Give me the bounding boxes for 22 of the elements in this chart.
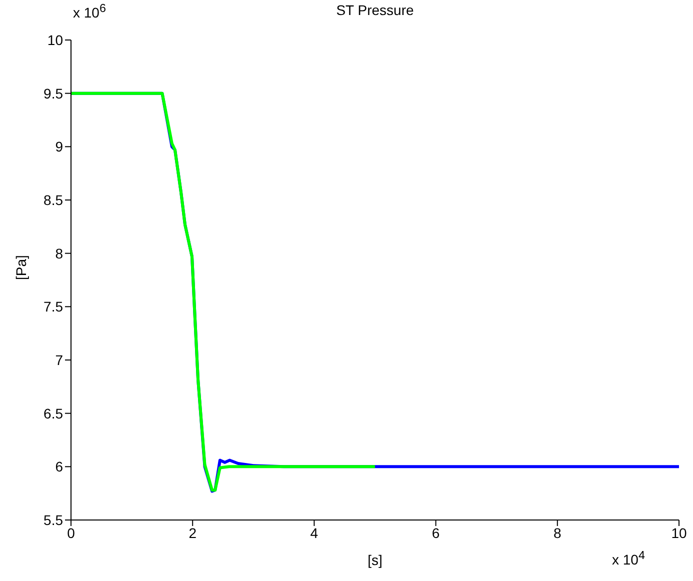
y-tick-label: 9 — [55, 138, 64, 155]
x-tick-label: 2 — [188, 524, 197, 541]
x-tick-label: 8 — [554, 524, 562, 541]
y-tick-label: 5.5 — [44, 512, 64, 528]
line-series — [71, 92, 376, 492]
y-tick-label: 7.5 — [44, 298, 64, 315]
x-tick-label: 10 — [671, 524, 687, 541]
y-tick-label: 8 — [55, 245, 64, 262]
x-axis-title: [s] — [368, 552, 382, 568]
y-tick-label: 6.5 — [44, 405, 64, 422]
text: x 10$^{4}$ — [612, 549, 645, 568]
y-tick-label: 6 — [55, 458, 64, 475]
y-tick-label: 9.5 — [44, 85, 64, 102]
text: x 10$^{6}$ — [73, 2, 106, 21]
x-tick-label: 6 — [432, 524, 440, 541]
y-tick-label: 7 — [55, 352, 64, 368]
x-tick-label: 0 — [67, 524, 76, 541]
y-tick-label: 8.5 — [44, 192, 64, 208]
y-tick-label: 10 — [47, 32, 64, 48]
x-tick-label: 4 — [310, 524, 318, 541]
y-axis-title: [Pa] — [12, 255, 29, 280]
chart-title: ST Pressure — [336, 2, 414, 18]
